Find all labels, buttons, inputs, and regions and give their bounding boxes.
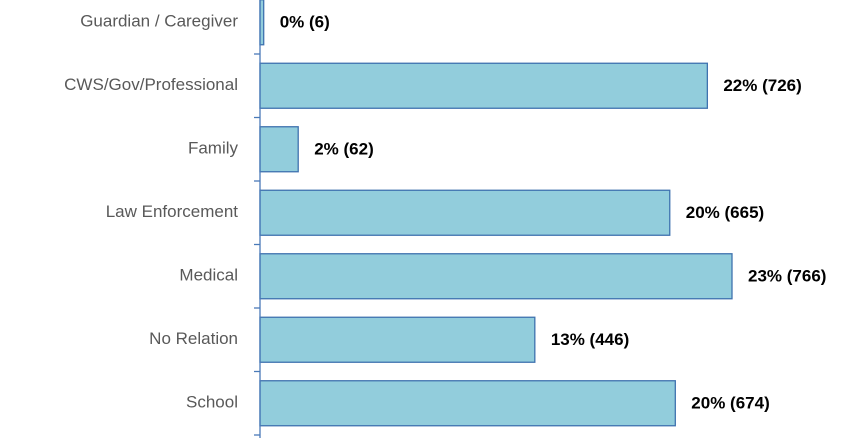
bar	[259, 62, 709, 109]
bar	[259, 316, 536, 363]
category-label: Medical	[179, 266, 238, 285]
bar	[259, 253, 733, 300]
value-label: 22% (726)	[723, 76, 801, 95]
value-label: 13% (446)	[551, 330, 629, 349]
category-label: Law Enforcement	[106, 202, 239, 221]
category-label: No Relation	[149, 329, 238, 348]
value-label: 20% (665)	[686, 203, 764, 222]
bar	[259, 380, 676, 427]
category-label: Guardian / Caregiver	[80, 12, 238, 31]
category-label: Family	[188, 139, 239, 158]
category-label: School	[186, 393, 238, 412]
bar	[259, 189, 671, 236]
value-label: 2% (62)	[314, 140, 374, 159]
value-label: 20% (674)	[691, 394, 769, 413]
value-label: 0% (6)	[280, 13, 330, 32]
value-label: 23% (766)	[748, 267, 826, 286]
category-label: CWS/Gov/Professional	[64, 75, 238, 94]
bar	[259, 126, 299, 173]
